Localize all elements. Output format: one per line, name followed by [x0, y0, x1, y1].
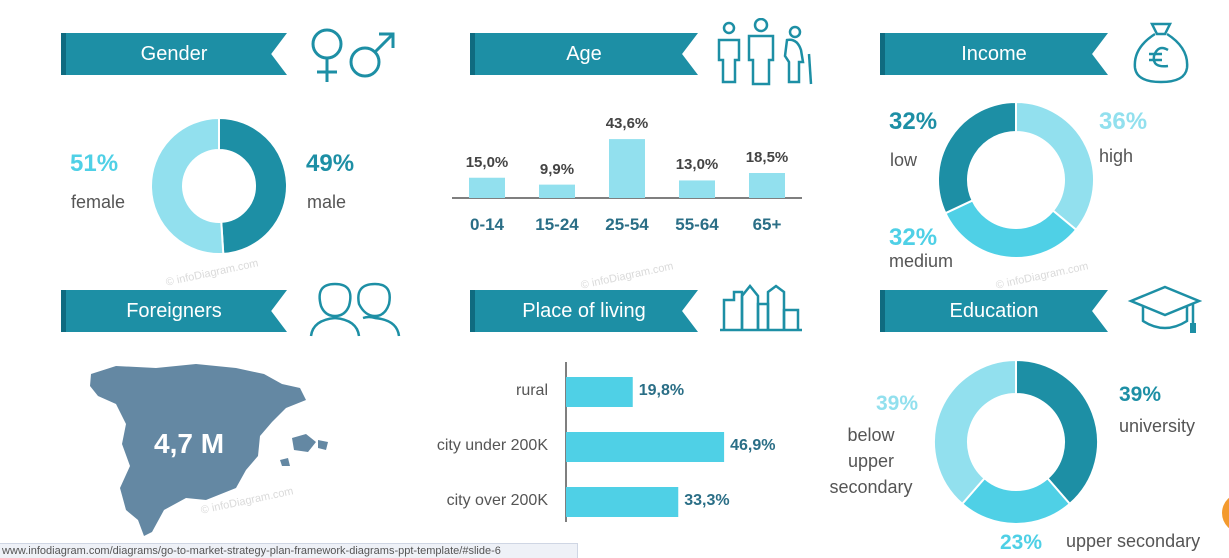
below-upper-secondary-percent: 39% — [876, 392, 919, 415]
age-bar-chart — [452, 139, 802, 199]
female-label: female — [71, 192, 126, 212]
watermark-3: © infoDiagram.com — [994, 260, 1090, 292]
place-value-label: 33,3% — [684, 492, 730, 509]
slice-low — [937, 100, 1017, 215]
slice-female — [150, 116, 225, 255]
below-label-line3: secondary — [829, 477, 913, 497]
money-bag-euro-icon — [1133, 22, 1189, 84]
status-bar-url: www.infodiagram.com/diagrams/go-to-marke… — [0, 543, 578, 558]
age-category-label: 0-14 — [469, 215, 505, 234]
university-percent: 39% — [1119, 383, 1162, 406]
age-value-label: 15,0% — [465, 153, 509, 171]
age-bar-15-24 — [539, 184, 575, 198]
two-people-icon — [309, 282, 401, 337]
place-bar-chart — [565, 362, 725, 522]
income-title: Income — [961, 42, 1027, 65]
income-donut-chart — [937, 100, 1095, 259]
place-title: Place of living — [522, 299, 646, 322]
age-value-label: 18,5% — [745, 149, 789, 166]
slice-below-upper-secondary — [933, 358, 1017, 506]
foreigners-banner: Foreigners — [61, 290, 287, 332]
medium-percent: 32% — [889, 224, 938, 251]
age-title: Age — [566, 42, 602, 65]
age-value-label: 9,9% — [539, 160, 575, 178]
slice-high — [1015, 100, 1095, 232]
age-value-label: 13,0% — [675, 156, 719, 174]
low-percent: 32% — [889, 108, 938, 135]
age-bar-25-54 — [609, 139, 645, 198]
age-banner: Age — [470, 33, 698, 75]
gender-banner: Gender — [61, 33, 287, 75]
female-percent: 51% — [70, 150, 119, 177]
city-skyline-icon — [720, 283, 802, 332]
gender-symbols-icon — [311, 28, 395, 82]
medium-label: medium — [889, 251, 954, 271]
below-label-line2: upper — [847, 451, 895, 471]
place-bar-3 — [566, 487, 679, 517]
age-category-label: 25-54 — [605, 215, 649, 234]
high-label: high — [1099, 146, 1134, 166]
watermark-1: © infoDiagram.com — [164, 257, 260, 289]
upper-secondary-label: upper secondary — [1066, 531, 1201, 551]
place-category-label: city over 200K — [446, 492, 548, 509]
upper-secondary-percent: 23% — [1000, 531, 1043, 554]
education-title: Education — [949, 299, 1039, 322]
graduation-cap-icon — [1127, 285, 1202, 333]
people-ages-icon — [717, 18, 813, 86]
orange-corner-circle — [1222, 493, 1229, 533]
male-label: male — [307, 192, 347, 212]
spain-map — [90, 364, 328, 536]
foreigners-value: 4,7 M — [154, 428, 225, 459]
age-bar-0-14 — [469, 177, 505, 198]
slice-medium — [944, 199, 1078, 259]
place-value-label: 19,8% — [638, 382, 685, 399]
male-percent: 49% — [306, 150, 355, 177]
education-donut-chart — [933, 358, 1099, 525]
age-category-label: 15-24 — [535, 215, 579, 234]
spain-mainland-shape — [90, 364, 306, 536]
low-label: low — [890, 150, 918, 170]
university-label: university — [1119, 416, 1196, 436]
gender-title: Gender — [140, 42, 208, 65]
balearic-island-2 — [318, 440, 328, 450]
age-category-label: 55-64 — [675, 215, 719, 234]
balearic-island-1 — [292, 434, 316, 452]
age-bar-65+ — [749, 173, 785, 198]
foreigners-title: Foreigners — [126, 299, 222, 322]
place-bar-1 — [566, 377, 633, 407]
balearic-island-3 — [280, 458, 290, 466]
education-banner: Education — [880, 290, 1108, 332]
gender-donut-chart — [150, 116, 288, 255]
slice-university — [1015, 358, 1099, 506]
place-banner: Place of living — [470, 290, 698, 332]
place-category-label: rural — [515, 382, 548, 399]
place-bar-2 — [566, 432, 725, 462]
high-percent: 36% — [1099, 108, 1148, 135]
place-value-label: 46,9% — [730, 437, 776, 454]
age-bar-55-64 — [679, 180, 715, 198]
slice-male — [218, 116, 288, 255]
below-label-line1: below — [847, 425, 895, 445]
watermark-2: © infoDiagram.com — [579, 260, 675, 292]
age-category-label: 65+ — [752, 215, 782, 234]
income-banner: Income — [880, 33, 1108, 75]
age-value-label: 43,6% — [605, 115, 649, 133]
place-category-label: city under 200K — [436, 437, 548, 454]
